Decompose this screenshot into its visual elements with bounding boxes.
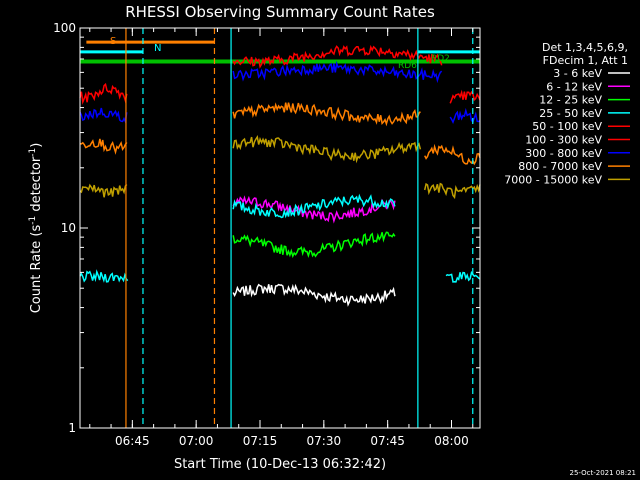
- y-tick-label-0: 1: [68, 421, 76, 435]
- y-axis-label: Count Rate (s-1 detector-1): [28, 143, 44, 314]
- series-2-segment-0: [232, 231, 396, 259]
- series-3-segment-0: [79, 269, 129, 283]
- annotation-n: N: [154, 43, 161, 54]
- series-5-segment-0: [79, 107, 128, 125]
- x-axis-label: Start Time (10-Dec-13 06:32:42): [174, 457, 386, 472]
- y-axis-label-mid: detector: [29, 156, 44, 216]
- series-3: [79, 193, 481, 283]
- series-6-segment-0: [79, 138, 128, 155]
- legend-label-4: 50 - 100 keV: [532, 120, 602, 133]
- series-5-segment-2: [449, 107, 481, 124]
- y-axis-label-sup2: -1: [28, 148, 38, 157]
- y-tick-label-1: 10: [61, 221, 76, 235]
- x-tick-label-1: 07:00: [179, 434, 214, 448]
- x-tick-label-0: 06:45: [115, 434, 150, 448]
- chart-title: RHESSI Observing Summary Count Rates: [125, 3, 435, 21]
- series-0: [232, 283, 396, 307]
- legend-header-1: Det 1,3,4,5,6,9,: [542, 41, 628, 54]
- legend-label-2: 12 - 25 keV: [539, 94, 602, 107]
- annotation-rd2: RD2: [431, 54, 450, 64]
- y-tick-label-2: 100: [53, 21, 76, 35]
- series-7-segment-1: [232, 135, 422, 164]
- series-3-segment-2: [445, 270, 481, 283]
- legend-label-0: 3 - 6 keV: [553, 67, 602, 80]
- annotation-rd6: RD6: [398, 61, 417, 71]
- x-tick-label-3: 07:30: [307, 434, 342, 448]
- series-5-segment-1: [232, 60, 443, 84]
- series-7-segment-2: [423, 182, 481, 200]
- series-7-segment-0: [79, 183, 128, 198]
- series-1-segment-0: [232, 195, 396, 224]
- y-axis-label-main: Count Rate (s: [29, 225, 44, 314]
- legend-header-2: FDecim 1, Att 1: [543, 54, 628, 67]
- x-tick-label-5: 08:00: [434, 434, 469, 448]
- legend-label-5: 100 - 300 keV: [525, 134, 602, 147]
- series-2: [232, 231, 396, 259]
- series-4-segment-2: [449, 89, 481, 104]
- axes: 06:45 07:00 07:15 07:30 07:45 08:00 1 10 100: [53, 21, 481, 448]
- series-1: [232, 195, 396, 224]
- data-series: [79, 44, 481, 307]
- y-axis-label-sup1: -1: [28, 216, 38, 225]
- series-7: [79, 135, 481, 200]
- series-3-segment-1: [232, 193, 396, 219]
- series-6-segment-2: [424, 143, 481, 166]
- series-0-segment-0: [232, 283, 396, 307]
- x-tick-label-2: 07:15: [243, 434, 278, 448]
- series-4: [79, 44, 481, 105]
- legend: Det 1,3,4,5,6,9, FDecim 1, Att 1 3 - 6 k…: [504, 41, 630, 186]
- legend-label-6: 300 - 800 keV: [525, 147, 602, 160]
- legend-label-8: 7000 - 15000 keV: [504, 173, 602, 186]
- y-axis-label-end: ): [29, 143, 44, 148]
- x-tick-label-4: 07:45: [370, 434, 405, 448]
- legend-label-7: 800 - 7000 keV: [518, 160, 602, 173]
- series-5: [79, 60, 481, 125]
- legend-label-3: 25 - 50 keV: [539, 107, 602, 120]
- series-4-segment-1: [232, 44, 443, 69]
- annotation-s: S: [110, 36, 116, 47]
- timestamp: 25-Oct-2021 08:21: [570, 469, 636, 477]
- legend-label-1: 6 - 12 keV: [546, 80, 602, 93]
- series-6: [79, 102, 481, 166]
- series-6-segment-1: [232, 102, 421, 127]
- series-4-segment-0: [79, 82, 128, 105]
